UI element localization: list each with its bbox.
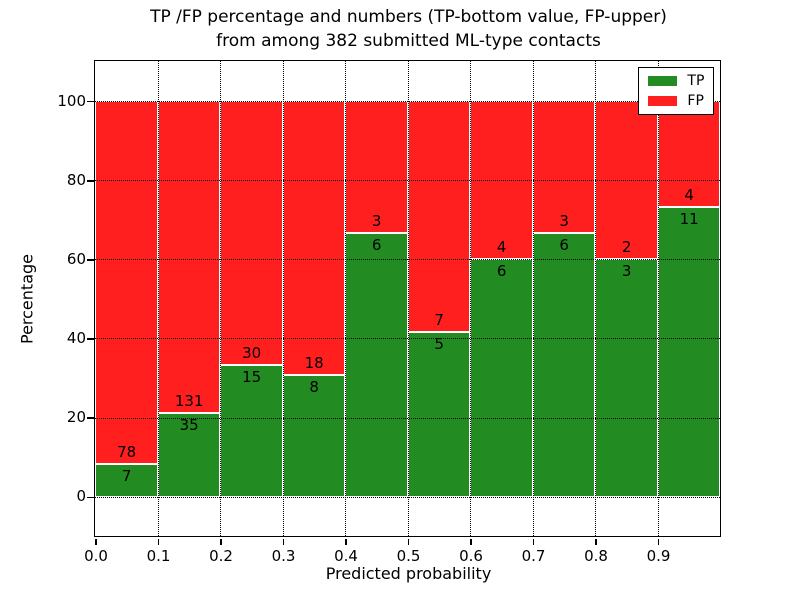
legend-entry: TP xyxy=(648,74,704,88)
x-tick xyxy=(345,538,347,545)
tp-segment xyxy=(657,206,721,497)
y-tick-label: 100 xyxy=(57,91,86,110)
legend-entry: FP xyxy=(648,94,704,108)
tp-count-label: 6 xyxy=(496,262,507,281)
legend-swatch-fp xyxy=(648,96,678,107)
x-tick xyxy=(220,538,222,545)
gridline-horizontal xyxy=(95,338,721,340)
fp-count-label: 3 xyxy=(559,211,569,230)
gridline-vertical xyxy=(220,61,222,537)
fp-count-label: 4 xyxy=(496,238,507,257)
gridline-horizontal xyxy=(95,496,721,498)
gridline-vertical xyxy=(532,61,534,537)
x-tick-label: 0.6 xyxy=(459,546,483,565)
tp-count-label: 6 xyxy=(559,235,569,254)
gridline-horizontal xyxy=(95,259,721,261)
legend: TP FP xyxy=(638,67,715,116)
fp-count-label: 3 xyxy=(371,211,382,230)
tp-count-label: 15 xyxy=(242,367,262,386)
y-tick xyxy=(87,417,95,420)
tp-count-label: 6 xyxy=(371,235,382,254)
y-tick-label: 40 xyxy=(66,329,86,348)
fp-count-label: 131 xyxy=(174,392,204,411)
y-tick xyxy=(87,100,95,103)
fp-count-label: 2 xyxy=(621,238,632,257)
plot-area: TP FP 78 7 131 35 30 15 18 8 3 6 7 5 4 6 3 6 2 3 4 11 xyxy=(94,60,722,538)
legend-swatch-tp xyxy=(648,76,678,87)
chart-title-line2: from among 382 submitted ML-type contact… xyxy=(216,31,601,51)
y-tick xyxy=(87,179,95,182)
gridline-vertical xyxy=(595,61,597,537)
y-tick-label: 80 xyxy=(66,170,86,189)
x-tick-label: 0.0 xyxy=(84,546,108,565)
tp-segment xyxy=(595,259,658,497)
x-tick-label: 0.3 xyxy=(271,546,296,565)
y-tick xyxy=(87,259,95,261)
tp-segment xyxy=(407,331,471,497)
gridline-vertical xyxy=(282,61,284,537)
y-tick xyxy=(87,496,95,499)
fp-segment xyxy=(220,100,283,365)
tp-count-label: 5 xyxy=(434,334,444,353)
fp-count-label: 30 xyxy=(242,343,262,362)
fp-segment xyxy=(157,100,221,414)
x-tick xyxy=(95,538,97,545)
gridline-vertical xyxy=(345,61,347,537)
y-tick xyxy=(87,338,95,340)
x-axis-label: Predicted probability xyxy=(325,564,492,583)
tp-segment xyxy=(157,413,221,497)
gridline-horizontal xyxy=(95,180,721,182)
x-tick-label: 0.8 xyxy=(584,546,608,565)
tp-segment xyxy=(95,464,158,497)
x-tick-label: 0.7 xyxy=(521,546,546,565)
x-tick xyxy=(407,538,410,545)
tp-count-label: 8 xyxy=(309,378,319,397)
tp-count-label: 3 xyxy=(621,262,632,281)
fp-segment xyxy=(282,100,346,376)
tp-segment xyxy=(532,232,596,497)
tp-segment xyxy=(345,232,408,497)
x-tick xyxy=(532,538,535,545)
x-tick xyxy=(470,538,472,545)
x-tick xyxy=(282,538,285,545)
y-tick-label: 0 xyxy=(76,487,86,506)
gridline-horizontal xyxy=(95,100,721,102)
x-tick-label: 0.9 xyxy=(646,546,671,565)
x-tick-label: 0.5 xyxy=(396,546,421,565)
gridline-vertical xyxy=(407,61,409,537)
legend-label: FP xyxy=(687,93,704,110)
legend-label: TP xyxy=(687,73,705,90)
x-tick xyxy=(595,538,597,545)
x-tick xyxy=(657,538,660,545)
gridline-vertical xyxy=(157,61,159,537)
gridline-vertical xyxy=(470,61,472,537)
gridline-horizontal xyxy=(95,417,721,419)
chart-title-line1: TP /FP percentage and numbers (TP-bottom… xyxy=(150,7,667,27)
fp-count-label: 18 xyxy=(304,354,324,373)
x-tick-label: 0.4 xyxy=(334,546,358,565)
fp-count-label: 7 xyxy=(434,310,444,329)
x-tick-label: 0.2 xyxy=(209,546,233,565)
tp-segment xyxy=(470,259,533,497)
fp-segment xyxy=(95,100,158,465)
x-tick-label: 0.1 xyxy=(146,546,171,565)
y-tick-label: 60 xyxy=(66,249,86,268)
y-tick-label: 20 xyxy=(66,408,86,427)
fp-count-label: 4 xyxy=(684,185,694,204)
gridline-vertical xyxy=(657,61,659,537)
tp-segment xyxy=(282,375,346,497)
tp-count-label: 7 xyxy=(121,467,132,486)
fp-segment xyxy=(470,100,533,260)
x-tick xyxy=(157,538,160,545)
fp-segment xyxy=(407,100,471,332)
tp-count-label: 35 xyxy=(179,416,199,435)
tp-count-label: 11 xyxy=(679,209,699,228)
fp-count-label: 78 xyxy=(117,443,137,462)
